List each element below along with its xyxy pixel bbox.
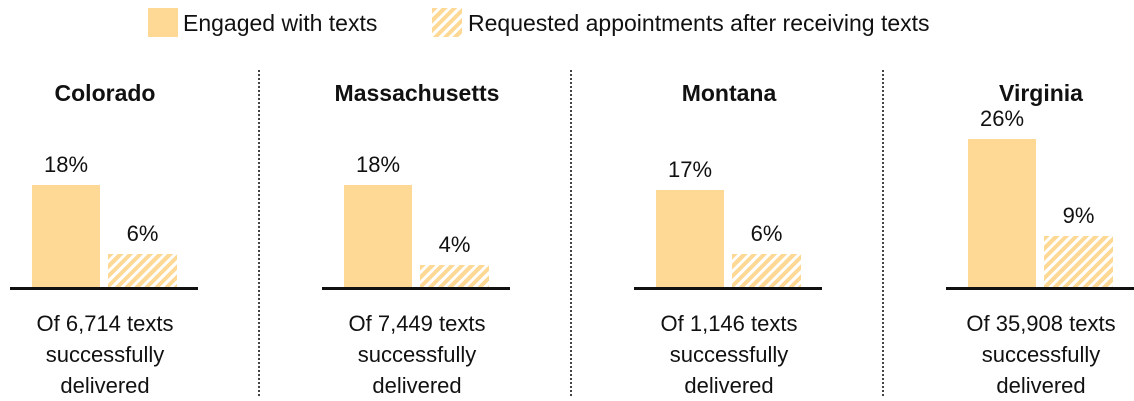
value-label: 6%: [750, 220, 783, 246]
caption: Of 6,714 texts successfully delivered: [36, 311, 174, 398]
separator: [570, 70, 572, 396]
caption: Of 7,449 texts successfully delivered: [348, 311, 486, 398]
baseline: [634, 287, 822, 290]
value-label: 26%: [979, 105, 1025, 131]
value-label: 4%: [438, 232, 471, 257]
chart-title: Montana: [681, 80, 777, 106]
baseline: [322, 287, 510, 290]
legend-swatch: [148, 8, 178, 37]
bar: [732, 253, 801, 288]
separator: [258, 70, 260, 396]
legend-label: Requested appointments after receiving t…: [468, 10, 930, 36]
value-label: 6%: [126, 220, 159, 246]
bar: [420, 265, 489, 288]
value-label: 18%: [355, 151, 401, 177]
bar: [32, 184, 100, 288]
bar: [344, 184, 412, 288]
chart-title: Colorado: [54, 80, 156, 106]
baseline: [946, 287, 1134, 290]
bar: [656, 190, 724, 288]
legend-label: Engaged with texts: [183, 10, 378, 36]
chart-title: Massachusetts: [334, 80, 500, 106]
value-label: 18%: [43, 151, 89, 177]
separator: [882, 70, 884, 396]
bar: [108, 253, 177, 288]
caption: Of 35,908 texts successfully delivered: [966, 311, 1116, 398]
value-label: 9%: [1062, 203, 1095, 229]
value-label: 17%: [667, 157, 713, 183]
bar: [968, 138, 1036, 288]
chart-title: Virginia: [999, 80, 1083, 106]
baseline: [10, 287, 198, 290]
caption: Of 1,146 texts successfully delivered: [660, 311, 798, 398]
bar: [1044, 236, 1113, 288]
legend-swatch: [432, 8, 462, 37]
